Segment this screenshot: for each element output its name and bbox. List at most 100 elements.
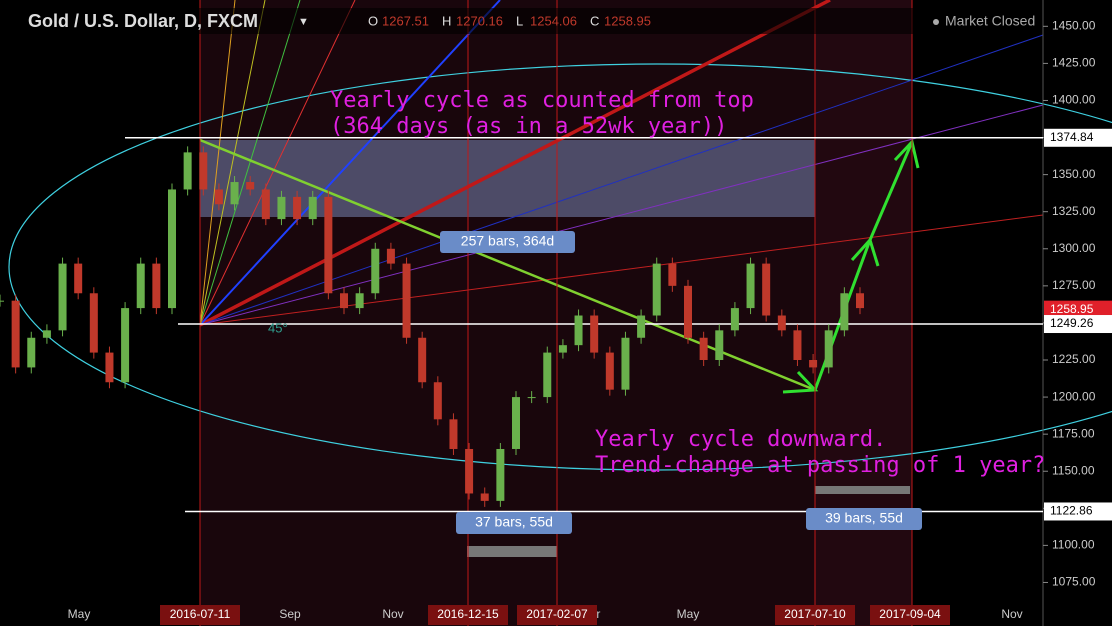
candle-body	[371, 248, 380, 294]
date-label: 2017-07-10	[784, 607, 846, 621]
range-box	[806, 508, 922, 530]
annotation: Yearly cycle downward.	[595, 427, 886, 452]
ohlc-value: 1267.51	[382, 13, 429, 28]
date-label: 2016-12-15	[437, 607, 499, 621]
x-tick-label: May	[68, 607, 91, 621]
annotation: (364 days (as in a 52wk year))	[330, 114, 727, 139]
y-tick-label: 1175.00	[1052, 426, 1095, 440]
y-tick-label: 1350.00	[1052, 167, 1096, 181]
candle-body	[840, 293, 849, 331]
candle-body	[261, 189, 270, 220]
candle-body	[324, 196, 333, 294]
candle-body	[684, 285, 692, 338]
candle-body	[543, 352, 552, 398]
candle-body	[621, 337, 630, 390]
candle-body	[74, 263, 83, 294]
candle-body	[512, 397, 520, 449]
header-bg	[0, 8, 960, 34]
price-tag-label: 1374.84	[1050, 130, 1094, 144]
candle-body	[746, 263, 755, 309]
price-tag-label: 1258.95	[1050, 302, 1094, 316]
candle-body	[0, 300, 4, 302]
candle-body	[824, 330, 833, 368]
candle-body	[230, 182, 239, 205]
y-tick-label: 1450.00	[1052, 18, 1096, 32]
candle-body	[386, 248, 395, 264]
candle-body	[809, 360, 818, 368]
candle-body	[355, 293, 364, 309]
status-dot	[933, 19, 939, 25]
date-label: 2017-09-04	[879, 607, 941, 621]
date-label: 2016-07-11	[170, 607, 231, 621]
candle-body	[590, 315, 599, 353]
price-tag	[1044, 315, 1112, 334]
x-tick-label: Sep	[279, 607, 301, 621]
gann-label: 45°	[268, 320, 288, 335]
price-tag	[1044, 502, 1112, 521]
y-tick-label: 1400.00	[1052, 93, 1096, 107]
candle-body	[418, 337, 427, 383]
ohlc-value: 1258.95	[604, 13, 651, 28]
y-tick-label: 1275.00	[1052, 278, 1096, 292]
candle-body	[605, 352, 614, 390]
y-tick-label: 1100.00	[1052, 538, 1095, 552]
candle-body	[168, 189, 176, 309]
candle-body	[11, 300, 20, 368]
x-tick-label: Nov	[1001, 607, 1022, 621]
candle-body	[340, 293, 348, 309]
x-tick-label: Nov	[382, 607, 403, 621]
candle-body	[121, 308, 130, 383]
y-tick-label: 1300.00	[1052, 241, 1096, 255]
x-tick-label: May	[677, 607, 700, 621]
candle-body	[199, 152, 208, 190]
candle-body	[762, 263, 771, 316]
candle-body	[652, 263, 661, 316]
y-tick-label: 1200.00	[1052, 389, 1096, 403]
price-tag	[1044, 128, 1112, 147]
candle-body	[183, 152, 192, 190]
candle-body	[152, 263, 161, 309]
ohlc-value: 1270.16	[456, 13, 503, 28]
price-tag-label: 1249.26	[1050, 316, 1094, 330]
date-tag	[160, 605, 240, 625]
price-tag-label: 1122.86	[1050, 504, 1093, 518]
annotation: Yearly cycle as counted from top	[330, 88, 754, 113]
symbol-title[interactable]: Gold / U.S. Dollar, D, FXCM	[28, 11, 258, 31]
range-label: 39 bars, 55d	[825, 510, 903, 526]
y-tick-label: 1225.00	[1052, 352, 1096, 366]
candle-body	[574, 315, 583, 346]
ohlc-key: O	[368, 13, 378, 28]
candle-body	[668, 263, 677, 286]
y-tick-label: 1075.00	[1052, 575, 1096, 589]
range-box	[456, 512, 572, 534]
candle-body	[856, 293, 864, 309]
candle-body	[793, 330, 802, 361]
candle-body	[480, 493, 489, 501]
candle-body	[308, 196, 317, 220]
candle-body	[214, 189, 223, 205]
candle-body	[89, 293, 98, 353]
candle-body	[777, 315, 786, 331]
y-tick-label: 1150.00	[1052, 463, 1095, 477]
candle-body	[496, 448, 505, 501]
ohlc-key: C	[590, 13, 599, 28]
candle-body	[715, 330, 724, 361]
date-tag	[870, 605, 950, 625]
date-tag	[517, 605, 597, 625]
range-label: 257 bars, 364d	[461, 233, 554, 249]
price-tag	[1044, 300, 1112, 319]
candle-body	[558, 345, 567, 353]
ohlc-key: H	[442, 13, 451, 28]
candle-body	[449, 419, 458, 449]
candle-body	[637, 315, 646, 338]
y-tick-label: 1425.00	[1052, 56, 1096, 70]
ohlc-value: 1254.06	[530, 13, 577, 28]
ohlc-key: L	[516, 13, 523, 28]
candle-body	[246, 182, 255, 190]
market-status: Market Closed	[945, 13, 1035, 29]
candle-body	[402, 263, 411, 338]
candle-body	[42, 330, 51, 338]
date-label: 2017-02-07	[526, 607, 588, 621]
date-tag	[775, 605, 855, 625]
range-box	[440, 231, 575, 253]
